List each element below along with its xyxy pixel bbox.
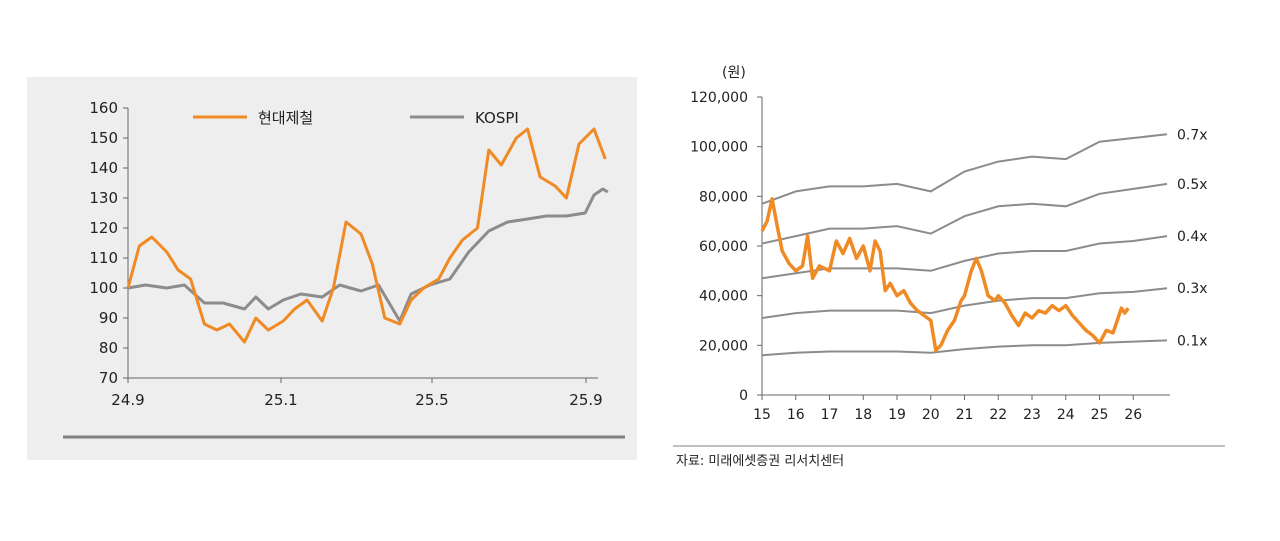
pbr-band-line	[761, 339, 1168, 357]
right-y-tick-label: 120,000	[690, 90, 748, 106]
right-chart: (원) 0 20,000 40,000 60,000 80,000 100,000 120,…	[673, 65, 1225, 469]
right-y-tick-label: 40,000	[699, 289, 748, 305]
legend-label-kospi: KOSPI	[475, 109, 519, 127]
left-y-tick-label: 140	[89, 159, 118, 177]
right-x-tick-label: 19	[888, 407, 906, 423]
left-y-tick-label: 100	[89, 279, 118, 297]
left-y-tick-label: 130	[89, 189, 118, 207]
source-note: 자료: 미래에셋증권 리서치센터	[676, 454, 844, 469]
pbr-band-line	[761, 287, 1168, 319]
left-chart: 70 80 90 100 110 120 130 140 150 160 24.9 25.1 25.5…	[63, 99, 625, 439]
series-line-hyundai	[126, 127, 607, 344]
right-x-tick-label: 25	[1091, 407, 1109, 423]
pbr-band-label: 0.3x	[1177, 281, 1208, 297]
pbr-band-line	[761, 182, 1168, 245]
right-x-tick-label: 26	[1124, 407, 1142, 423]
right-y-tick-label: 60,000	[699, 239, 748, 255]
pbr-band-label: 0.7x	[1177, 127, 1208, 143]
price-line	[760, 197, 1130, 353]
right-y-tick-label: 0	[739, 388, 748, 404]
pbr-band-label: 0.4x	[1177, 229, 1208, 245]
left-x-tick-label: 25.1	[264, 391, 297, 409]
left-y-tick-label: 150	[89, 129, 118, 147]
right-x-tick-label: 21	[956, 407, 974, 423]
left-x-tick-label: 25.5	[415, 391, 448, 409]
right-y-unit: (원)	[722, 65, 746, 81]
pbr-band-label: 0.1x	[1177, 333, 1208, 349]
left-y-tick-label: 160	[89, 99, 118, 117]
right-x-tick-label: 18	[854, 407, 872, 423]
right-y-tick-label: 20,000	[699, 338, 748, 354]
left-y-tick-label: 90	[99, 309, 118, 327]
left-x-tick-label: 25.9	[569, 391, 602, 409]
right-x-tick-label: 22	[989, 407, 1007, 423]
left-y-tick-label: 120	[89, 219, 118, 237]
left-legend: 현대제철 KOSPI	[193, 109, 519, 127]
right-x-tick-label: 15	[753, 407, 771, 423]
right-y-tick-label: 80,000	[699, 189, 748, 205]
pbr-band-line	[761, 133, 1168, 205]
right-x-tick-label: 23	[1023, 407, 1041, 423]
pbr-band-line	[761, 235, 1168, 280]
left-y-tick-label: 80	[99, 339, 118, 357]
right-x-tick-label: 24	[1057, 407, 1075, 423]
left-y-tick-label: 70	[99, 369, 118, 387]
left-y-tick-label: 110	[89, 249, 118, 267]
right-x-tick-label: 16	[787, 407, 805, 423]
left-chart-panel	[27, 77, 637, 460]
right-y-tick-label: 100,000	[690, 140, 748, 156]
pbr-band-label: 0.5x	[1177, 177, 1208, 193]
right-x-tick-label: 17	[821, 407, 839, 423]
legend-label-hyundai: 현대제철	[258, 109, 313, 127]
right-x-tick-label: 20	[922, 407, 940, 423]
left-x-tick-label: 24.9	[111, 391, 144, 409]
